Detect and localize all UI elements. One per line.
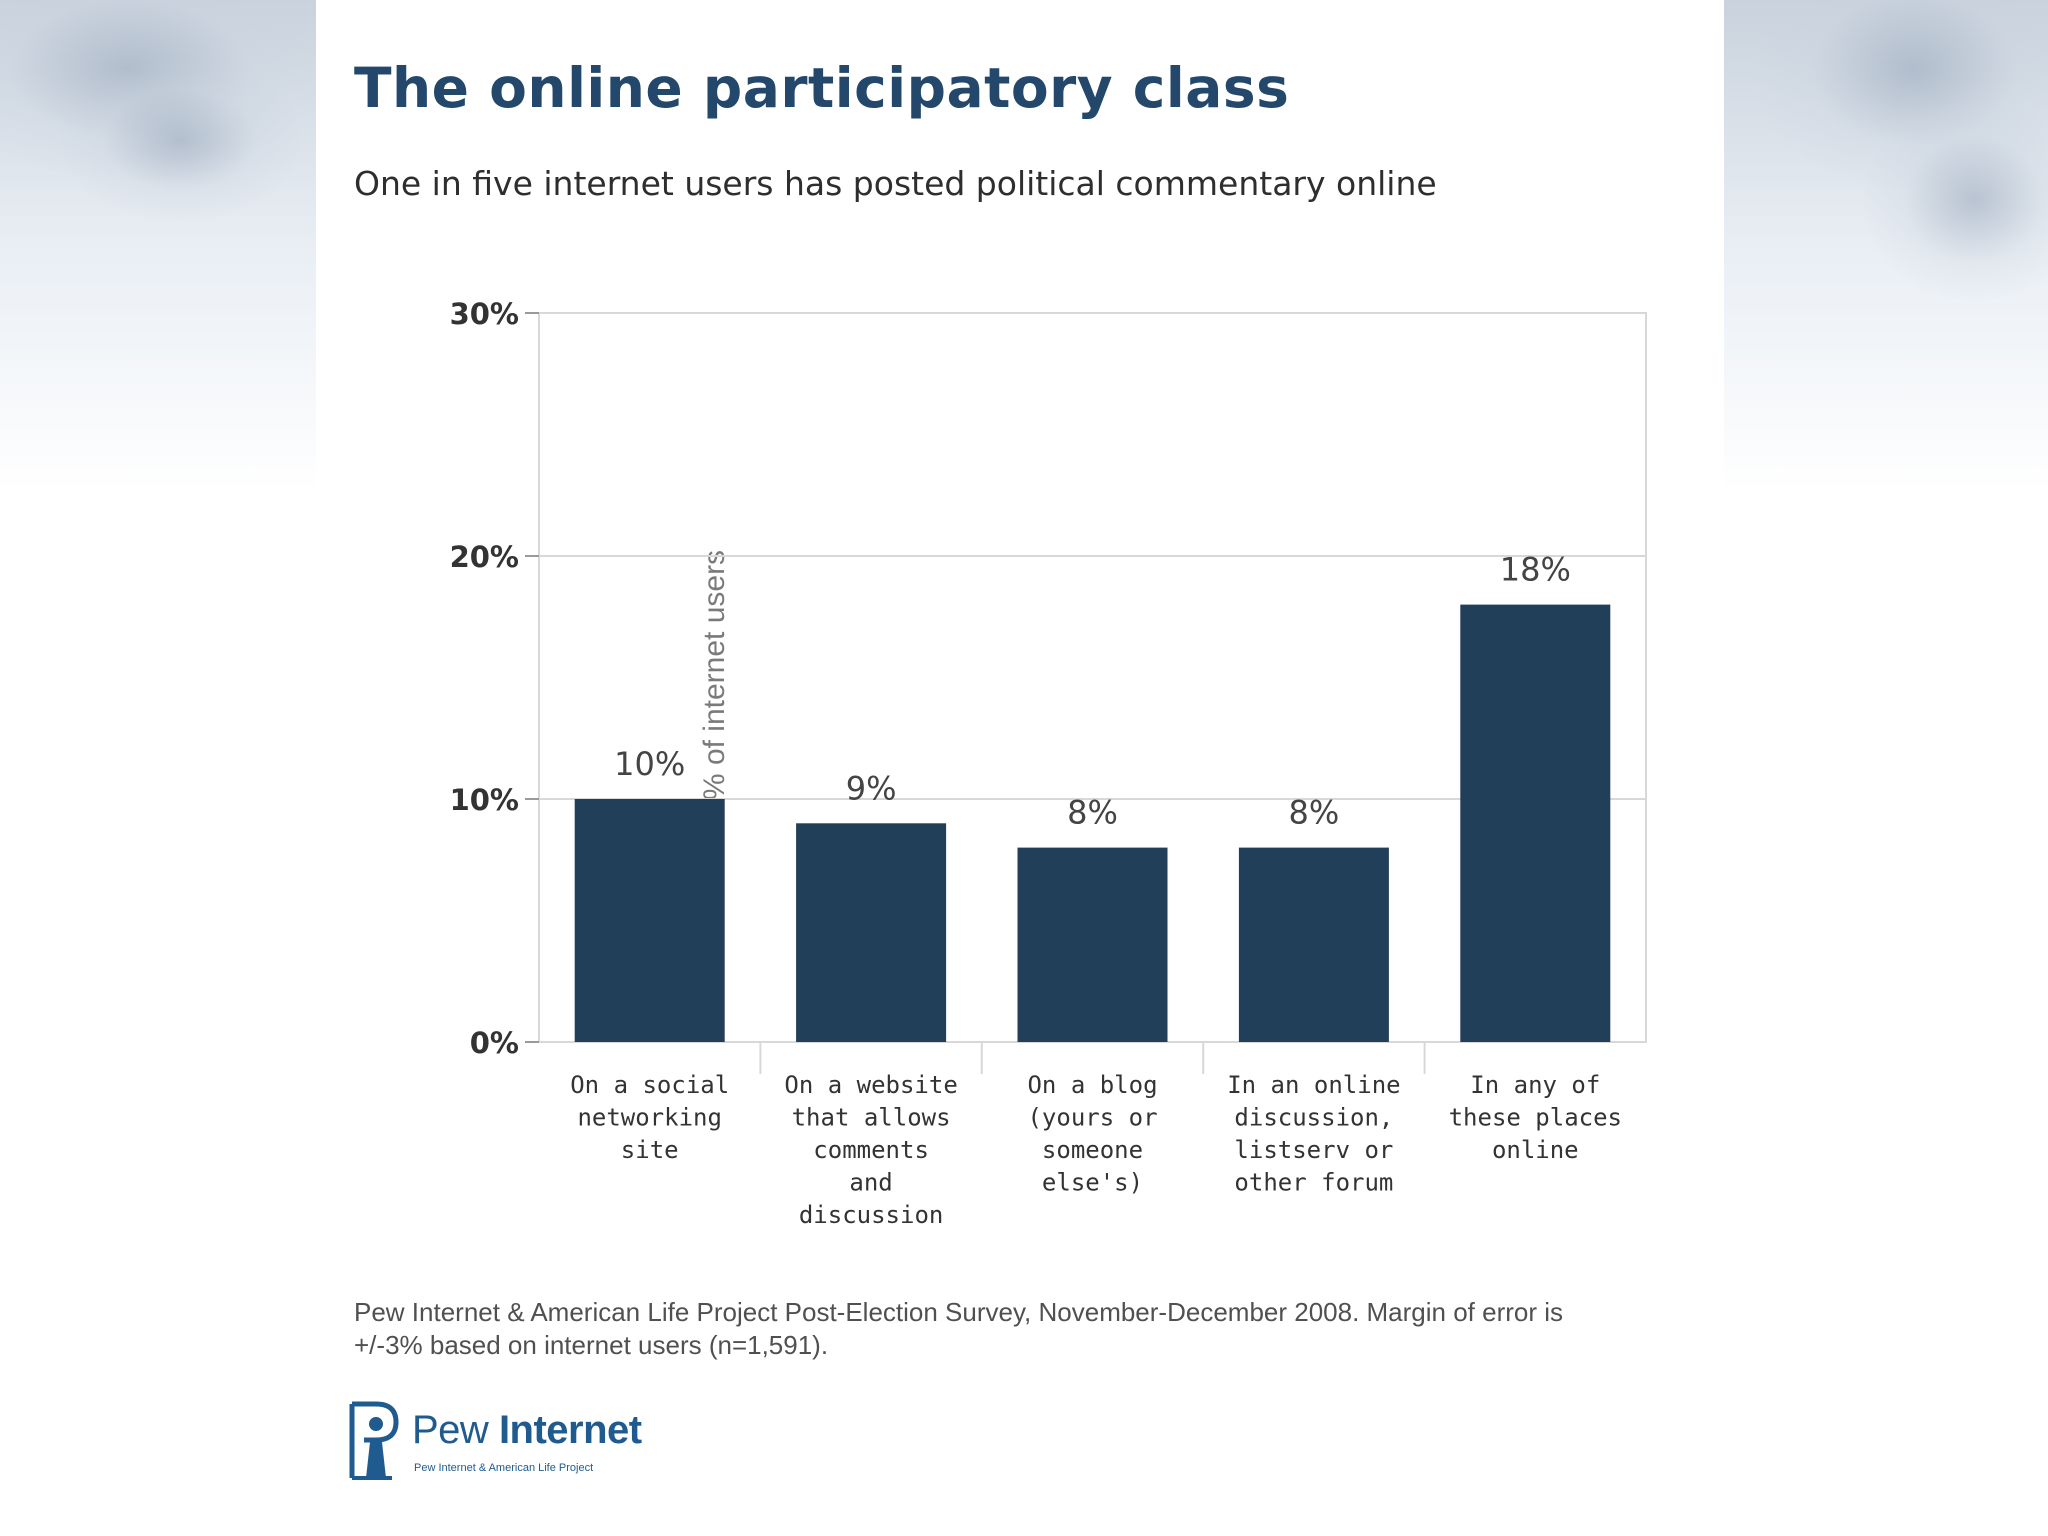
x-category-label-line: On a social (570, 1071, 729, 1099)
bar-value-label: 8% (1067, 794, 1118, 832)
x-category-label-line: site (621, 1136, 679, 1164)
x-category-label-line: someone (1042, 1136, 1143, 1164)
x-category-label: On a website that allows comments and discus… (784, 1071, 957, 1229)
x-category-label-line: In any of (1470, 1071, 1600, 1099)
x-category-label-line: On a blog (1027, 1071, 1157, 1099)
slide: The online participatory class One in fi… (316, 0, 1724, 1536)
bar-value-label: 10% (614, 745, 685, 783)
logo-word-pew: Pew (412, 1408, 489, 1452)
x-category-label-line: discussion (799, 1201, 944, 1229)
x-category-label-line: other forum (1234, 1169, 1393, 1197)
y-axis-label: % of internet users (698, 550, 731, 800)
y-tick-label: 10% (450, 783, 519, 817)
x-category-label-line: listserv or (1234, 1136, 1393, 1164)
bar (1017, 847, 1168, 1042)
x-category-label-line: these places (1449, 1104, 1622, 1132)
background-left-panel (0, 0, 320, 1536)
x-category-label-line: discussion, (1234, 1104, 1393, 1132)
logo-tagline: Pew Internet & American Life Project (414, 1462, 594, 1474)
source-note: Pew Internet & American Life Project Pos… (354, 1296, 1654, 1362)
logo-wordmark: Pew Internet (412, 1408, 642, 1453)
x-category-label-line: that allows (792, 1104, 951, 1132)
x-category-label: On a social networking site (570, 1071, 729, 1164)
x-category-label-line: else's) (1042, 1169, 1143, 1197)
x-category-label-line: comments (813, 1136, 929, 1164)
y-tick-label: 20% (450, 540, 519, 574)
x-category-label: In any of these places online (1449, 1071, 1622, 1164)
background-right-panel (1724, 0, 2048, 1536)
x-category-label-line: (yours or (1027, 1104, 1157, 1132)
x-category-label-line: networking (577, 1104, 722, 1132)
bar (1460, 604, 1611, 1042)
bar (574, 799, 725, 1042)
x-category-label-line: On a website (784, 1071, 957, 1099)
bar-value-label: 8% (1289, 794, 1340, 832)
logo-word-internet: Internet (498, 1408, 642, 1452)
bar-chart: % of internet users 0% 10% 20% 30% 10% On a s… (450, 297, 1647, 1229)
bar (1238, 847, 1389, 1042)
slide-subtitle: One in five internet users has posted po… (354, 164, 1437, 203)
source-note-line: +/-3% based on internet users (n=1,591). (354, 1330, 829, 1360)
pew-internet-logo: Pew Internet Pew Internet & American Lif… (346, 1400, 666, 1490)
bar-value-label: 18% (1500, 551, 1571, 589)
x-category-label: On a blog (yours or someone else's) (1027, 1071, 1157, 1197)
bar (796, 823, 947, 1042)
x-category-label-line: In an online (1227, 1071, 1400, 1099)
bar-value-label: 9% (846, 769, 897, 807)
y-tick-label: 30% (450, 297, 519, 331)
slide-title: The online participatory class (354, 56, 1290, 120)
x-category-label: In an online discussion, listserv or other … (1227, 1071, 1400, 1197)
pew-logo-mark-icon (349, 1401, 399, 1480)
y-tick-label: 0% (470, 1026, 519, 1060)
background-blur-decoration (1864, 100, 2048, 300)
x-category-label-line: and (849, 1169, 892, 1197)
background-blur-decoration (60, 60, 300, 220)
source-note-line: Pew Internet & American Life Project Pos… (354, 1297, 1564, 1327)
x-category-label-line: online (1492, 1136, 1579, 1164)
